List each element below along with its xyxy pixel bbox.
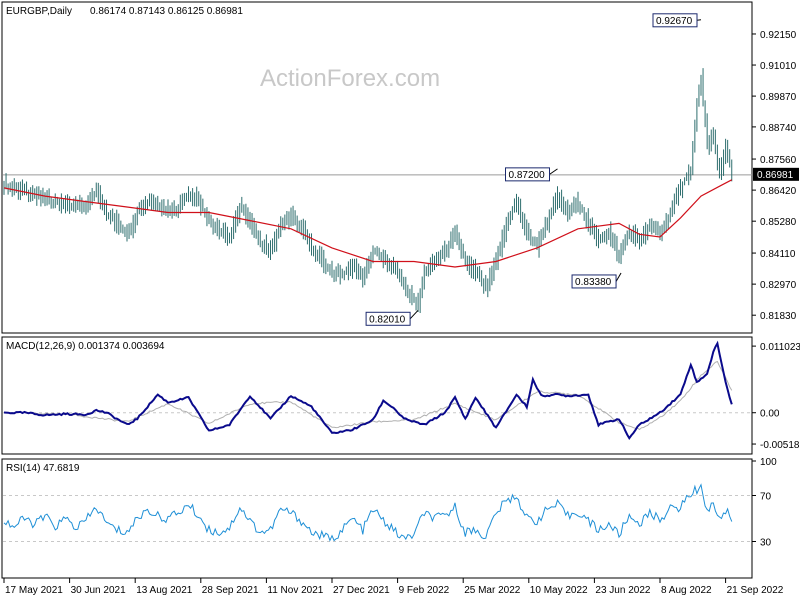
rsi-line — [3, 483, 733, 542]
rsi-label: RSI(14) 47.6819 — [6, 463, 80, 474]
rsi-panel-frame — [1, 458, 753, 579]
price-axis-label: 0.86420 — [760, 186, 797, 197]
annotation-box — [571, 274, 617, 289]
price-axis-label: 0.91010 — [760, 61, 797, 72]
annotation-label: 0.92670 — [656, 16, 693, 27]
price-axis-label: 0.84110 — [760, 249, 796, 260]
price-axis-label: 0.92150 — [760, 30, 797, 41]
macd-axis-label: 0.00 — [760, 409, 780, 420]
macd-plot — [3, 340, 752, 441]
date-axis-label: 9 Feb 2022 — [399, 585, 450, 596]
date-axis-label: 23 Jun 2022 — [595, 585, 650, 596]
macd-axis-label: 0.011023 — [760, 342, 800, 353]
macd-label: MACD(12,26,9) 0.001374 0.003694 — [6, 341, 165, 352]
rsi-axis-label: 70 — [760, 492, 772, 503]
price-axis-label: 0.89870 — [760, 92, 797, 103]
annotation-label: 0.87200 — [509, 170, 546, 181]
annotation-label: 0.83380 — [575, 277, 612, 288]
annotation-leader — [615, 272, 622, 282]
price-axis-label: 0.87560 — [760, 155, 797, 166]
date-axis-label: 13 Aug 2021 — [136, 585, 193, 596]
price-axis-label: 0.88740 — [760, 123, 797, 134]
annotation-label: 0.82010 — [369, 314, 406, 325]
date-axis-label: 8 Aug 2022 — [661, 585, 712, 596]
price-axis-label: 0.81830 — [760, 311, 797, 322]
price-plot: 0.92670 0.87200 0.83380 0.82010 — [3, 13, 752, 326]
annotation-box — [365, 311, 411, 326]
date-axis-label: 21 Sep 2022 — [727, 585, 784, 596]
date-axis-label: 25 Mar 2022 — [464, 585, 521, 596]
annotation-leader — [409, 309, 419, 320]
axes: 0.92150 0.91010 0.89870 0.88740 0.87560 0.864… — [3, 30, 800, 596]
rsi-axis-label: 100 — [760, 457, 777, 468]
macd-line — [3, 340, 733, 441]
current-price-tag-box — [753, 167, 799, 181]
rsi-axis-label: 30 — [760, 538, 772, 549]
annotation-leader — [549, 168, 558, 175]
annotation-leader — [696, 19, 702, 21]
date-axis-label: 10 May 2022 — [530, 585, 588, 596]
price-panel-frame — [1, 1, 753, 334]
macd-axis-label: -0.005182 — [760, 440, 800, 451]
watermark: ActionForex.com — [260, 65, 440, 92]
symbol-label: EURGBP,Daily — [6, 6, 72, 17]
current-price-tag: 0.86981 — [757, 170, 794, 181]
date-axis-label: 30 Jun 2021 — [71, 585, 126, 596]
date-axis-label: 28 Sep 2021 — [202, 585, 259, 596]
macd-panel-frame — [1, 336, 753, 455]
date-axis-label: 27 Dec 2021 — [333, 585, 390, 596]
date-axis-label: 11 Nov 2021 — [267, 585, 323, 596]
date-axis-label: 17 May 2021 — [5, 585, 63, 596]
price-axis-label: 0.82970 — [760, 280, 797, 291]
rsi-plot — [3, 483, 752, 542]
annotation-box — [505, 167, 550, 182]
annotation-box — [652, 13, 698, 28]
moving-average-line — [3, 179, 733, 268]
price-axis-label: 0.85280 — [760, 217, 797, 228]
ohlc-values: 0.86174 0.87143 0.86125 0.86981 — [90, 6, 243, 17]
